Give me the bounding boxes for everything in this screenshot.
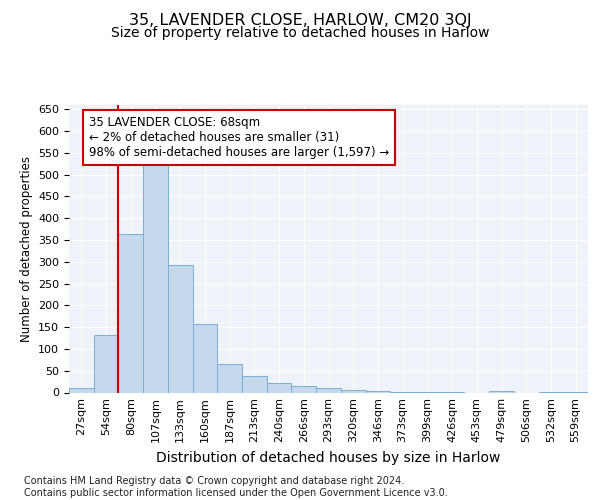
Bar — [316, 388, 341, 392]
X-axis label: Distribution of detached houses by size in Harlow: Distribution of detached houses by size … — [157, 451, 500, 465]
Text: 35 LAVENDER CLOSE: 68sqm
← 2% of detached houses are smaller (31)
98% of semi-de: 35 LAVENDER CLOSE: 68sqm ← 2% of detache… — [89, 116, 389, 159]
Bar — [242, 376, 267, 392]
Bar — [69, 388, 94, 392]
Bar — [292, 386, 316, 392]
Bar — [118, 234, 143, 392]
Bar — [217, 364, 242, 392]
Text: Contains HM Land Registry data © Crown copyright and database right 2024.
Contai: Contains HM Land Registry data © Crown c… — [24, 476, 448, 498]
Y-axis label: Number of detached properties: Number of detached properties — [20, 156, 32, 342]
Bar — [193, 324, 217, 392]
Bar — [267, 383, 292, 392]
Bar — [94, 334, 118, 392]
Bar — [489, 391, 514, 392]
Text: Size of property relative to detached houses in Harlow: Size of property relative to detached ho… — [111, 26, 489, 40]
Bar — [143, 160, 168, 392]
Text: 35, LAVENDER CLOSE, HARLOW, CM20 3QJ: 35, LAVENDER CLOSE, HARLOW, CM20 3QJ — [128, 12, 472, 28]
Bar — [365, 391, 390, 392]
Bar — [168, 265, 193, 392]
Bar — [341, 390, 365, 392]
